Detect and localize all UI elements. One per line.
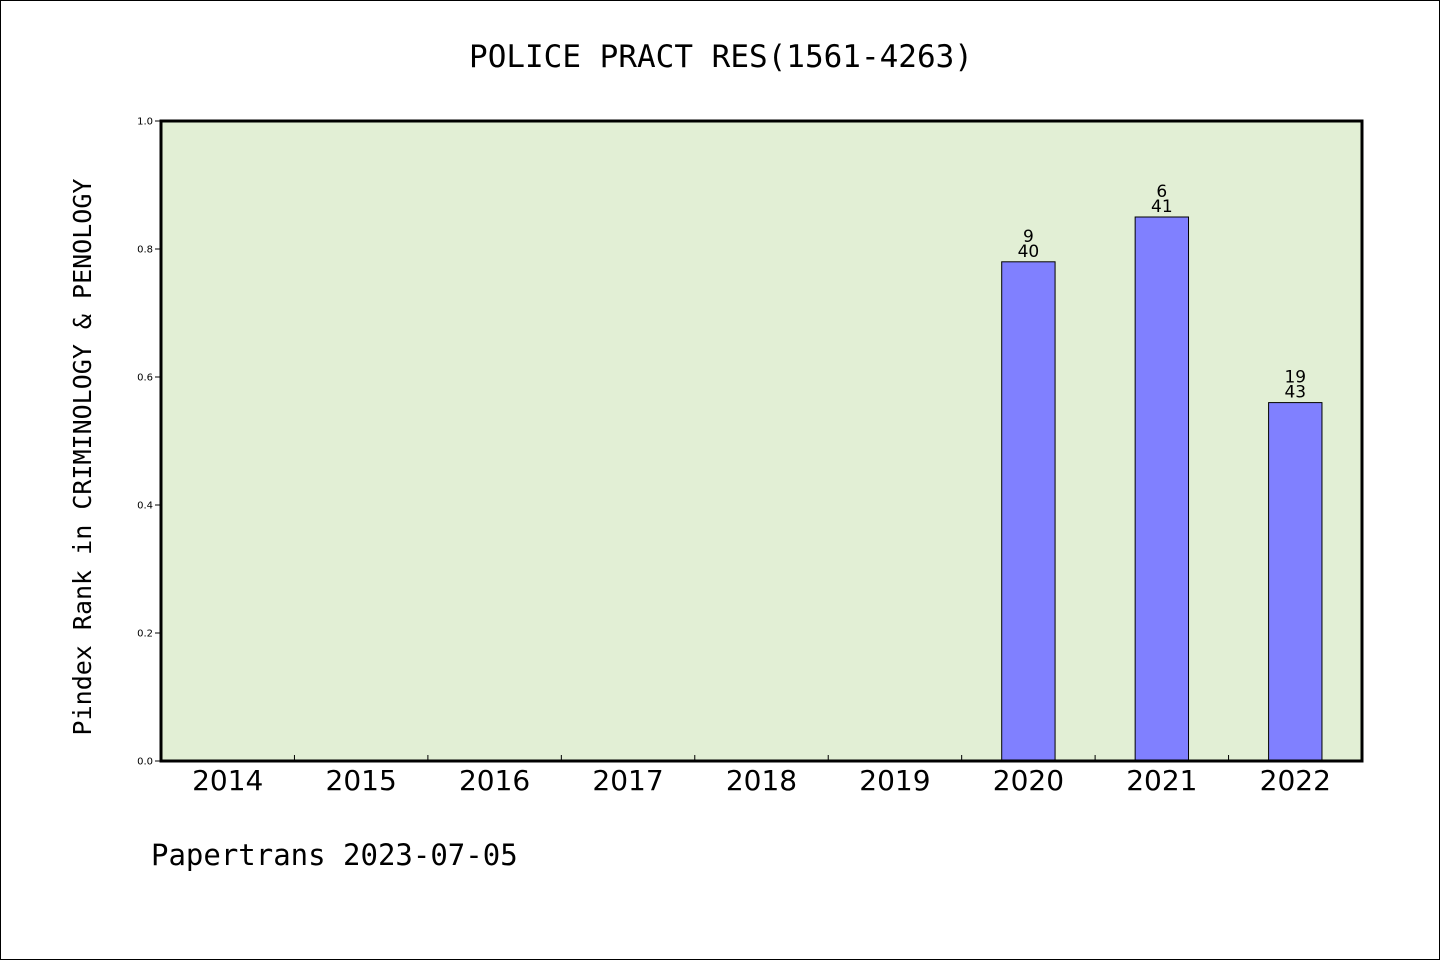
chart-title: POLICE PRACT RES(1561-4263) — [469, 39, 973, 75]
bar-2021 — [1134, 216, 1190, 762]
y-axis: 0.0 0.2 0.4 0.6 0.8 1.0 — [137, 117, 161, 768]
x-tick-label: 2014 — [192, 764, 263, 797]
y-tick-label: 1.0 — [137, 117, 153, 128]
x-tick-label: 2020 — [993, 764, 1064, 797]
bar-rank-label: 9 — [1023, 227, 1034, 247]
bar-rank-label: 6 — [1156, 182, 1167, 202]
x-tick-label: 2015 — [326, 764, 397, 797]
x-tick-label: 2021 — [1126, 764, 1197, 797]
x-axis: 2014 2015 2016 2017 2018 2019 2020 2021 2022 — [192, 755, 1331, 797]
footer-credit: Papertrans 2023-07-05 — [151, 838, 518, 872]
x-tick-label: 2016 — [459, 764, 530, 797]
y-tick-label: 0.8 — [137, 245, 153, 256]
y-axis-label: Pindex Rank in CRIMINOLOGY & PENOLOGY — [68, 179, 97, 736]
bar-rank-label: 19 — [1284, 368, 1306, 388]
plot-border — [159, 119, 1364, 763]
x-tick-label: 2017 — [592, 764, 663, 797]
bar-total-label: 43 — [1284, 383, 1306, 403]
x-tick-label: 2018 — [726, 764, 797, 797]
x-tick-label: 2019 — [859, 764, 930, 797]
bar-total-label: 41 — [1151, 197, 1173, 217]
x-tick-label: 2022 — [1260, 764, 1331, 797]
y-tick-label: 0.0 — [137, 757, 153, 768]
y-tick-label: 0.2 — [137, 629, 153, 640]
bar-2020 — [1001, 261, 1056, 762]
bar-total-label: 40 — [1018, 242, 1040, 262]
bar-2022 — [1268, 402, 1323, 762]
y-tick-label: 0.6 — [137, 373, 153, 384]
y-tick-label: 0.4 — [137, 501, 153, 512]
